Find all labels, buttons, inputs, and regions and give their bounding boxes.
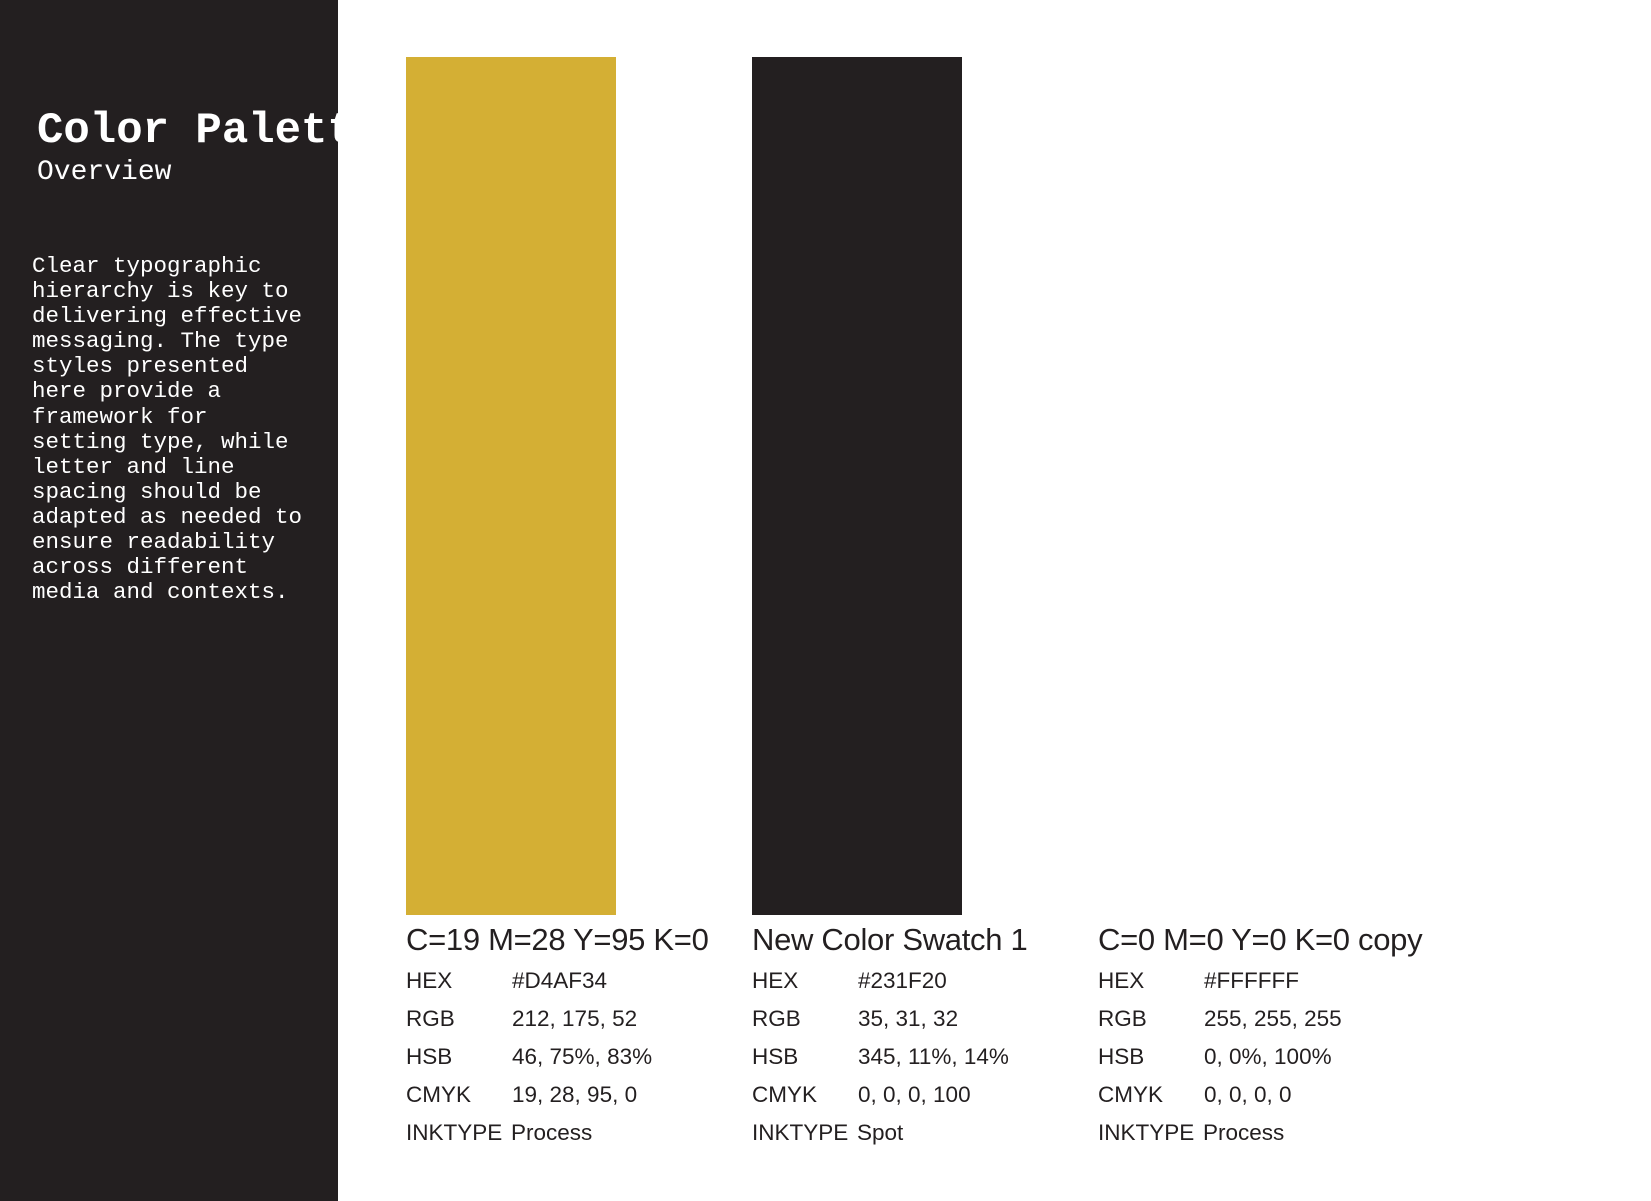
spec-value: #D4AF34 <box>512 968 608 993</box>
swatch-info-gold: C=19 M=28 Y=95 K=0 HEX #D4AF34 RGB 212, … <box>406 918 736 1152</box>
spec-label: CMYK <box>406 1082 472 1107</box>
spec-label: INKTYPE <box>406 1120 503 1145</box>
spec-value: Spot <box>857 1120 904 1145</box>
description-text: Clear typographic hierarchy is key to de… <box>32 253 303 606</box>
spec-row-rgb: RGB 255, 255, 255 <box>1098 1000 1428 1038</box>
spec-value: Process <box>1203 1120 1285 1145</box>
spec-value: #231F20 <box>858 968 947 993</box>
spec-value: 255, 255, 255 <box>1204 1006 1342 1031</box>
color-swatch-white <box>1098 57 1308 915</box>
spec-value: 212, 175, 52 <box>512 1006 638 1031</box>
spec-label: INKTYPE <box>752 1120 849 1145</box>
spec-value: 35, 31, 32 <box>858 1006 959 1031</box>
spec-row-inktype: INKTYPE Process <box>406 1114 736 1152</box>
spec-row-hex: HEX #D4AF34 <box>406 962 736 1000</box>
swatch-name: New Color Swatch 1 <box>752 922 1028 957</box>
sidebar-panel: Color Palette Overview Clear typographic… <box>0 0 338 1201</box>
spec-row-cmyk: CMYK 19, 28, 95, 0 <box>406 1076 736 1114</box>
spec-label: HSB <box>406 1044 453 1069</box>
spec-label: INKTYPE <box>1098 1120 1195 1145</box>
color-swatch-black <box>752 57 962 915</box>
spec-value: #FFFFFF <box>1204 968 1299 993</box>
spec-label: HEX <box>752 968 799 993</box>
spec-label: RGB <box>1098 1006 1147 1031</box>
spec-label: HSB <box>1098 1044 1145 1069</box>
spec-row-hex: HEX #231F20 <box>752 962 1082 1000</box>
spec-row-rgb: RGB 212, 175, 52 <box>406 1000 736 1038</box>
page-title: Color Palette <box>37 106 338 156</box>
spec-value: 0, 0, 0, 100 <box>858 1082 971 1107</box>
spec-row-hex: HEX #FFFFFF <box>1098 962 1428 1000</box>
spec-row-inktype: INKTYPE Spot <box>752 1114 1082 1152</box>
spec-label: HEX <box>406 968 453 993</box>
spec-label: RGB <box>406 1006 455 1031</box>
page-subtitle: Overview <box>37 157 172 188</box>
spec-row-cmyk: CMYK 0, 0, 0, 0 <box>1098 1076 1428 1114</box>
spec-label: HSB <box>752 1044 799 1069</box>
spec-row-inktype: INKTYPE Process <box>1098 1114 1428 1152</box>
swatch-name: C=19 M=28 Y=95 K=0 <box>406 922 709 957</box>
swatch-info-white: C=0 M=0 Y=0 K=0 copy HEX #FFFFFF RGB 255… <box>1098 918 1428 1152</box>
spec-label: RGB <box>752 1006 801 1031</box>
spec-value: 19, 28, 95, 0 <box>512 1082 638 1107</box>
spec-row-hsb: HSB 46, 75%, 83% <box>406 1038 736 1076</box>
spec-value: 0, 0, 0, 0 <box>1204 1082 1292 1107</box>
spec-row-hsb: HSB 0, 0%, 100% <box>1098 1038 1428 1076</box>
spec-value: 46, 75%, 83% <box>512 1044 653 1069</box>
spec-label: CMYK <box>752 1082 818 1107</box>
spec-label: CMYK <box>1098 1082 1164 1107</box>
color-swatch-gold <box>406 57 616 915</box>
spec-row-hsb: HSB 345, 11%, 14% <box>752 1038 1082 1076</box>
spec-value: Process <box>511 1120 593 1145</box>
spec-label: HEX <box>1098 968 1145 993</box>
spec-row-cmyk: CMYK 0, 0, 0, 100 <box>752 1076 1082 1114</box>
spec-value: 0, 0%, 100% <box>1204 1044 1332 1069</box>
spec-value: 345, 11%, 14% <box>858 1044 1009 1069</box>
swatch-info-black: New Color Swatch 1 HEX #231F20 RGB 35, 3… <box>752 918 1082 1152</box>
spec-row-rgb: RGB 35, 31, 32 <box>752 1000 1082 1038</box>
swatch-name: C=0 M=0 Y=0 K=0 copy <box>1098 922 1423 957</box>
